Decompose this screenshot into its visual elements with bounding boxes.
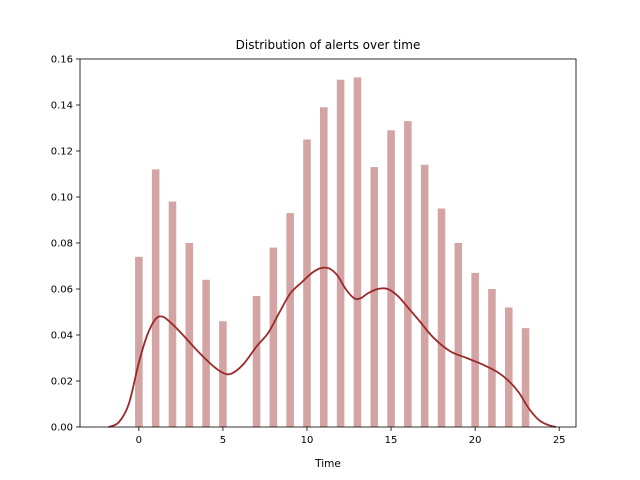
y-tick-label: 0.00 <box>51 423 73 434</box>
histogram-bars <box>135 77 530 428</box>
histogram-bar <box>437 208 446 427</box>
histogram-bar <box>454 243 463 427</box>
histogram-bar <box>370 167 379 427</box>
y-tick-label: 0.14 <box>51 101 73 112</box>
histogram-bar <box>353 77 362 428</box>
x-tick-label: 10 <box>301 435 314 446</box>
histogram-bar <box>252 295 261 427</box>
histogram-bar <box>420 164 429 428</box>
x-axis-label: Time <box>314 458 341 470</box>
x-axis-ticks: 0 5 10 15 20 25 <box>136 427 566 446</box>
histogram-bar <box>168 201 177 427</box>
histogram-bar <box>404 121 412 427</box>
y-tick-label: 0.08 <box>51 239 73 250</box>
chart-title: Distribution of alerts over time <box>236 38 421 52</box>
x-tick-label: 5 <box>220 435 226 446</box>
y-tick-label: 0.12 <box>51 147 73 158</box>
x-tick-label: 25 <box>553 435 566 446</box>
histogram-bar <box>219 321 227 427</box>
histogram-bar <box>303 139 311 427</box>
histogram-bar <box>488 289 496 427</box>
y-tick-label: 0.02 <box>51 377 73 388</box>
y-tick-label: 0.06 <box>51 285 73 296</box>
x-tick-label: 15 <box>385 435 398 446</box>
histogram-bar <box>387 130 395 428</box>
histogram-bar <box>521 328 530 427</box>
x-tick-label: 20 <box>469 435 482 446</box>
histogram-bar <box>286 213 294 427</box>
y-tick-label: 0.04 <box>51 331 73 342</box>
histogram-bar <box>202 279 210 427</box>
y-tick-label: 0.16 <box>51 55 73 66</box>
histogram-bar <box>135 256 143 427</box>
x-tick-label: 0 <box>136 435 142 446</box>
histogram-bar <box>151 169 160 427</box>
histogram-bar <box>185 243 194 427</box>
histogram-bar <box>504 307 513 427</box>
kde-curve <box>108 266 557 428</box>
histogram-bar <box>269 247 278 427</box>
y-tick-label: 0.10 <box>51 193 73 204</box>
y-axis-ticks: 0.00 0.02 0.04 0.06 0.08 0.10 0.12 0.14 0.16 <box>51 55 80 434</box>
histogram-bar <box>471 272 479 427</box>
histogram-bar <box>336 79 345 427</box>
